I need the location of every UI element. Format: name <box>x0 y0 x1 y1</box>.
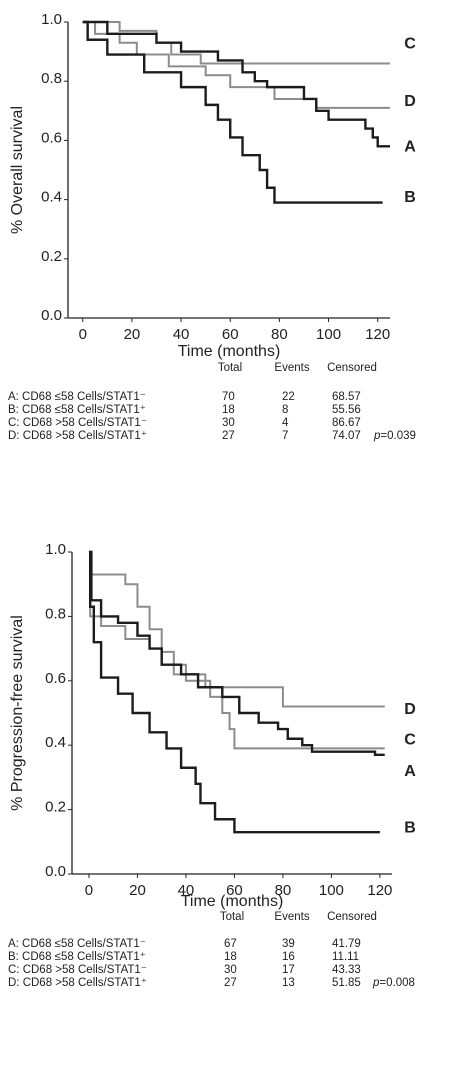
table-cell: 18 <box>224 951 237 963</box>
p-number: =0.008 <box>379 977 415 989</box>
x-tick-label: 100 <box>319 882 344 899</box>
table-header: Events <box>274 362 309 374</box>
p-symbol: p <box>373 430 381 442</box>
y-axis-label: % Progression-free survival <box>9 615 26 811</box>
y-tick-label: 0.8 <box>41 70 62 87</box>
y-tick-label: 0.8 <box>45 605 66 622</box>
x-axis-label: Time (months) <box>178 343 281 360</box>
x-tick-label: 100 <box>316 326 341 343</box>
table-cell: 30 <box>222 417 235 429</box>
y-tick-label: 0.0 <box>41 307 62 324</box>
survival-curve <box>88 551 385 708</box>
y-tick-label: 1.0 <box>45 541 66 558</box>
curve-label: B <box>404 189 416 206</box>
x-tick-label: 40 <box>178 882 195 899</box>
curve-label: A <box>404 763 416 780</box>
curve-label: C <box>404 732 416 749</box>
y-tick-label: 0.0 <box>45 863 66 880</box>
survival-curve <box>88 551 385 750</box>
survival-curve <box>82 20 383 204</box>
x-tick-label: 120 <box>367 882 392 899</box>
x-tick-label: 40 <box>173 326 190 343</box>
y-tick-label: 1.0 <box>41 11 62 28</box>
table-header: Censored <box>327 911 377 923</box>
x-tick-label: 20 <box>129 882 146 899</box>
p-number: =0.039 <box>380 430 416 442</box>
curve-label: A <box>404 139 416 156</box>
x-tick-label: 120 <box>365 326 390 343</box>
y-axis-label: % Overall survival <box>9 106 26 234</box>
x-tick-label: 20 <box>124 326 141 343</box>
row-label: B: CD68 ≤58 Cells/STAT1⁺ <box>8 404 146 416</box>
table-cell: 86.67 <box>332 417 361 429</box>
y-tick-label: 0.4 <box>41 189 62 206</box>
table-cell: 18 <box>222 404 235 416</box>
curve-label: D <box>404 701 416 718</box>
y-tick-label: 0.6 <box>45 670 66 687</box>
table-cell: 27 <box>222 430 235 442</box>
table-cell: 27 <box>224 977 237 989</box>
x-tick-label: 0 <box>79 326 87 343</box>
survival-curve <box>82 20 390 148</box>
table-cell: 8 <box>282 404 288 416</box>
p-symbol: p <box>372 977 380 989</box>
x-axis-label: Time (months) <box>181 893 284 910</box>
curve-label: D <box>404 93 416 110</box>
x-tick-label: 80 <box>275 882 292 899</box>
curve-label: B <box>404 819 416 836</box>
row-label: B: CD68 ≤58 Cells/STAT1⁺ <box>8 951 146 963</box>
table-cell: 39 <box>282 938 295 950</box>
x-tick-label: 0 <box>85 882 93 899</box>
table-cell: 41.79 <box>332 938 361 950</box>
table-cell: 70 <box>222 391 235 403</box>
km-chart: 0.0 0.2 0.4 0.6 0.8 1.0 0 20 40 60 80 100 120 Time (m… <box>8 541 416 989</box>
row-label: C: CD68 >58 Cells/STAT1⁻ <box>8 417 147 429</box>
row-label: C: CD68 >58 Cells/STAT1⁻ <box>8 964 147 976</box>
survival-curve <box>88 550 385 757</box>
row-label: A: CD68 ≤58 Cells/STAT1⁻ <box>8 938 146 950</box>
table-header: Events <box>274 911 309 923</box>
y-tick-label: 0.2 <box>41 248 62 265</box>
p-value: p=0.039 <box>373 430 416 442</box>
x-tick-label: 60 <box>226 882 243 899</box>
table-cell: 16 <box>282 951 295 963</box>
table-cell: 51.85 <box>332 977 361 989</box>
table-cell: 17 <box>282 964 295 976</box>
table-cell: 67 <box>224 938 237 950</box>
table-cell: 43.33 <box>332 964 361 976</box>
table-cell: 74.07 <box>332 430 361 442</box>
table-cell: 22 <box>282 391 295 403</box>
curve-label: C <box>404 36 416 53</box>
row-label: D: CD68 >58 Cells/STAT1⁺ <box>8 430 147 442</box>
table-header: Censored <box>327 362 377 374</box>
table-header: Total <box>218 362 242 374</box>
km-chart: 0.0 0.2 0.4 0.6 0.8 1.0 0 20 40 60 80 100 120 Time (m… <box>8 11 416 442</box>
y-tick-label: 0.4 <box>45 734 66 751</box>
row-label: D: CD68 >58 Cells/STAT1⁺ <box>8 977 147 989</box>
table-cell: 68.57 <box>332 391 361 403</box>
table-cell: 30 <box>224 964 237 976</box>
table-cell: 55.56 <box>332 404 361 416</box>
row-label: A: CD68 ≤58 Cells/STAT1⁻ <box>8 391 146 403</box>
y-tick-label: 0.2 <box>45 799 66 816</box>
x-tick-label: 80 <box>271 326 288 343</box>
table-cell: 11.11 <box>332 951 359 963</box>
y-tick-label: 0.6 <box>41 129 62 146</box>
table-cell: 13 <box>282 977 295 989</box>
survival-curve <box>88 550 380 834</box>
table-cell: 4 <box>282 417 289 429</box>
x-tick-label: 60 <box>222 326 239 343</box>
table-header: Total <box>220 911 244 923</box>
table-cell: 7 <box>282 430 288 442</box>
p-value: p=0.008 <box>372 977 415 989</box>
